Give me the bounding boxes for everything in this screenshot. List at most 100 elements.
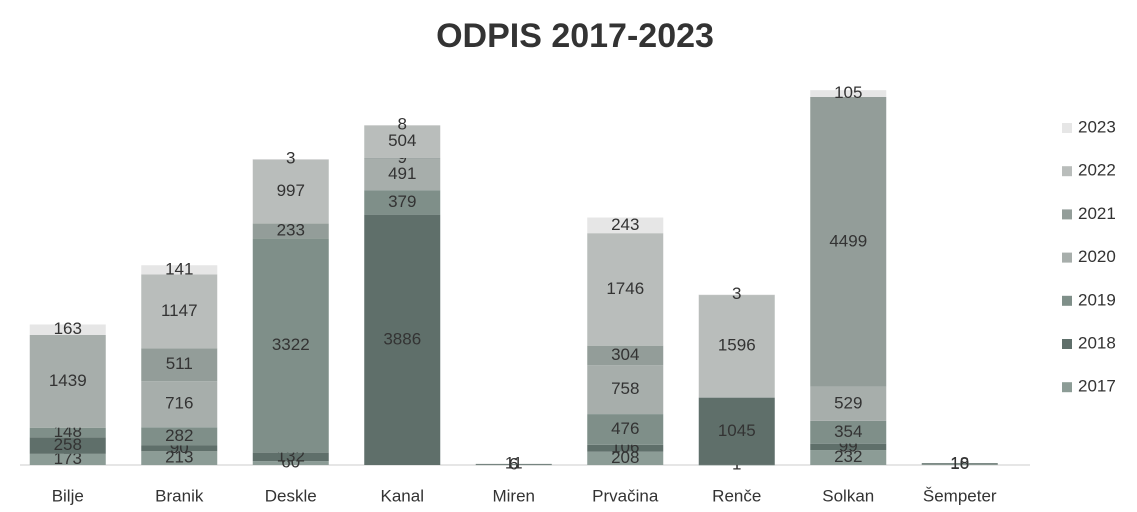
data-label: 491 (388, 164, 416, 183)
data-label: 3322 (272, 335, 310, 354)
bar-segment (810, 443, 887, 451)
bar-segment (141, 427, 218, 446)
x-tick-label: Solkan (822, 486, 874, 505)
bar-segment (141, 451, 218, 465)
bar-segment (587, 414, 664, 445)
x-tick-label: Kanal (381, 486, 424, 505)
x-tick-label: Renče (712, 486, 761, 505)
data-label: 18 (950, 453, 969, 472)
data-label: 379 (388, 192, 416, 211)
legend-swatch (1062, 382, 1072, 393)
bar-segment (698, 294, 775, 296)
data-label: 163 (54, 319, 82, 338)
bar-segment (29, 427, 106, 438)
data-label: 304 (611, 345, 639, 364)
bar-segment (587, 217, 664, 234)
data-label: 105 (834, 83, 862, 102)
legend-label: 2019 (1078, 290, 1116, 309)
bar-segment (252, 461, 329, 465)
data-label: 141 (165, 259, 193, 278)
data-label: 1596 (718, 336, 756, 355)
x-tick-label: Bilje (52, 486, 84, 505)
bar-segment (364, 125, 441, 158)
data-label: 6 (509, 454, 518, 473)
legend-swatch (1062, 209, 1072, 220)
x-tick-label: Branik (155, 486, 204, 505)
bar-segment (587, 233, 664, 346)
bar-segment (364, 214, 441, 465)
bar-segment (587, 451, 664, 465)
bar-segment (364, 190, 441, 215)
bar-segment (810, 420, 887, 444)
bar-segment (364, 157, 441, 159)
bar-segment (810, 90, 887, 97)
legend-swatch (1062, 339, 1072, 349)
chart-title: ODPIS 2017-2023 (436, 17, 714, 55)
data-label: 758 (611, 379, 639, 398)
bar-segment (475, 464, 552, 466)
bar-segment (252, 159, 329, 160)
legend-label: 2023 (1078, 117, 1116, 136)
data-label: 1439 (49, 371, 87, 390)
data-label: 232 (834, 447, 862, 466)
bar-segment (141, 445, 218, 452)
data-label: 233 (277, 221, 305, 240)
bar-segment (587, 365, 664, 415)
bar-segment (29, 453, 106, 465)
bar-segment (29, 334, 106, 428)
data-label: 213 (165, 448, 193, 467)
bar-segment (921, 463, 998, 465)
data-label: 8 (398, 115, 407, 134)
bar-segment (141, 265, 218, 275)
data-label: 243 (611, 215, 639, 234)
bar-segment (587, 345, 664, 366)
bar-segment (252, 159, 329, 224)
data-label: 208 (611, 448, 639, 467)
bar-segment (252, 452, 329, 462)
bar-segment (29, 324, 106, 335)
data-label: 997 (277, 181, 305, 200)
data-label: 511 (166, 354, 193, 373)
bar-segment (141, 274, 218, 349)
data-label: 504 (388, 131, 416, 150)
data-label: 529 (834, 393, 862, 412)
bar-segment (810, 96, 887, 387)
data-label: 1045 (718, 421, 756, 440)
legend-swatch (1062, 252, 1072, 263)
bar-segment (698, 464, 775, 466)
data-label: 4499 (829, 231, 867, 250)
bar-segment (475, 463, 552, 465)
data-label: 3886 (383, 329, 421, 348)
bar-segment (141, 381, 218, 428)
data-label: 3 (286, 149, 295, 168)
bar-segment (587, 444, 664, 452)
legend-label: 2021 (1078, 204, 1116, 223)
legend-label: 2022 (1078, 161, 1116, 180)
data-label: 354 (834, 422, 862, 441)
bar-segment (810, 386, 887, 421)
x-tick-label: Miren (492, 486, 535, 505)
data-label: 1746 (606, 279, 644, 298)
bar-segment (141, 348, 218, 382)
bar-segment (364, 125, 441, 126)
bar-segment (810, 450, 887, 465)
data-label: 258 (54, 435, 82, 454)
bar-segment (698, 397, 775, 465)
bar-segment (921, 464, 998, 465)
data-label: 476 (611, 419, 639, 438)
x-tick-label: Prvačina (592, 486, 659, 505)
legend-label: 2017 (1078, 377, 1116, 396)
legend-label: 2020 (1078, 247, 1116, 266)
legend-swatch (1062, 295, 1072, 306)
bar-segment (252, 238, 329, 453)
bar-segment (364, 158, 441, 191)
data-label: 716 (165, 394, 193, 413)
legend-swatch (1062, 123, 1072, 133)
bar-segment (29, 437, 106, 454)
legend-label: 2018 (1078, 333, 1116, 352)
x-tick-label: Deskle (265, 486, 317, 505)
data-label: 11 (505, 454, 523, 473)
data-label: 1147 (161, 301, 198, 320)
data-label: 282 (165, 426, 193, 445)
